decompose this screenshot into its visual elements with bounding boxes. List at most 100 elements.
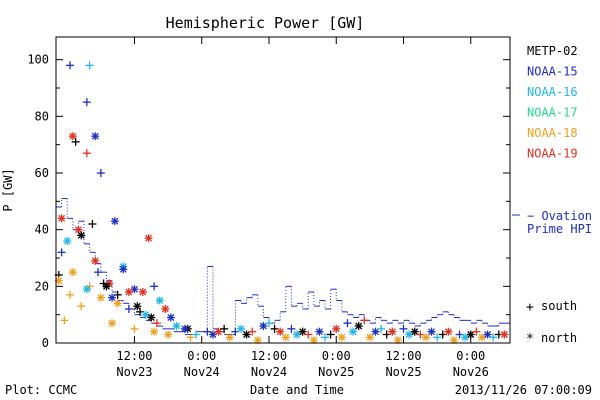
north-point-noaa-19 (388, 327, 397, 336)
marker-stroke (145, 234, 152, 242)
north-point-noaa-18 (309, 336, 318, 345)
north-point-metp-02 (410, 327, 419, 336)
marker-stroke (461, 333, 469, 341)
marker-stroke (310, 336, 318, 344)
north-point-noaa-16 (236, 324, 245, 333)
x-tick-label-time: 0:00 (456, 349, 485, 363)
south-point-metp-02 (71, 137, 80, 146)
north-point-noaa-19 (124, 288, 133, 296)
north-point-noaa-15 (427, 327, 436, 336)
marker-stroke (315, 328, 323, 336)
north-point-noaa-19 (276, 327, 285, 336)
marker-stroke (500, 331, 508, 338)
marker-stroke (167, 314, 175, 321)
south-point-noaa-19 (82, 149, 91, 158)
north-point-noaa-18 (365, 333, 374, 342)
marker-stroke (467, 331, 475, 338)
north-point-noaa-16 (63, 237, 72, 245)
marker-stroke (91, 257, 99, 265)
north-point-noaa-16 (141, 310, 150, 319)
x-axis: 12:00 Nov23 0:00 Nov24 12:00 Nov24 0:00 Nov25 12… (116, 37, 489, 379)
marker-stroke (114, 299, 122, 307)
x-tick-label-time: 0:00 (187, 349, 216, 363)
marker-legend-south-symbol: + (526, 300, 534, 315)
south-point-metp-02 (326, 330, 335, 339)
marker-legend-north-symbol: * (526, 332, 534, 347)
marker-stroke (55, 277, 63, 285)
marker-stroke (74, 226, 82, 234)
south-point-noaa-15 (96, 169, 105, 177)
north-point-noaa-18 (164, 330, 173, 339)
north-point-noaa-15 (259, 322, 268, 330)
south-point-metp-02 (88, 220, 97, 228)
south-point-metp-02 (220, 324, 229, 333)
south-point-noaa-15 (287, 324, 296, 333)
north-point-noaa-19 (91, 256, 100, 265)
marker-stroke (77, 231, 85, 239)
plot-frame (55, 36, 511, 344)
south-point-noaa-15 (66, 61, 75, 70)
x-tick-label-time: 12:00 (116, 349, 152, 363)
south-point-noaa-16 (264, 319, 273, 328)
marker-stroke (394, 336, 402, 344)
north-point-metp-02 (102, 282, 111, 291)
legend-entry-noaa-15: NOAA-15 (527, 65, 578, 79)
marker-stroke (293, 331, 301, 338)
marker-stroke (215, 328, 223, 336)
marker-stroke (372, 328, 379, 336)
north-point-noaa-15 (91, 132, 100, 141)
footer-timestamp: 2013/11/26 07:00:09 (455, 383, 592, 397)
south-point-noaa-16 (377, 324, 386, 333)
marker-stroke (349, 328, 357, 336)
north-point-noaa-16 (293, 330, 302, 339)
marker-stroke (108, 319, 116, 327)
north-point-noaa-18 (113, 299, 122, 308)
south-point-noaa-18 (60, 316, 69, 325)
x-tick-label-date: Nov25 (318, 365, 354, 379)
marker-stroke (139, 288, 147, 296)
marker-stroke (299, 328, 307, 336)
legend-entry-noaa-19: NOAA-19 (527, 147, 578, 161)
north-point-noaa-16 (82, 285, 91, 294)
south-point-noaa-19 (360, 316, 369, 325)
marker-stroke (276, 328, 284, 336)
north-point-metp-02 (466, 330, 475, 339)
north-point-noaa-16 (172, 322, 181, 330)
satellite-points (54, 61, 509, 345)
north-point-noaa-15 (110, 217, 119, 226)
marker-stroke (428, 328, 435, 336)
marker-stroke (282, 333, 290, 341)
south-point-noaa-19 (304, 330, 313, 339)
north-point-noaa-15 (166, 313, 175, 322)
south-point-noaa-16 (433, 333, 442, 342)
north-point-metp-02 (242, 330, 251, 339)
north-point-noaa-19 (444, 327, 453, 336)
marker-stroke (444, 328, 452, 336)
north-point-noaa-15 (108, 293, 117, 302)
marker-stroke (338, 333, 346, 341)
marker-stroke (209, 331, 217, 338)
marker-stroke (83, 285, 91, 293)
ovation-legend: − Ovation Prime HPI (512, 209, 592, 236)
marker-stroke (388, 328, 396, 336)
south-point-noaa-15 (343, 319, 352, 328)
marker-stroke (164, 331, 172, 338)
y-tick-label: 60 (35, 166, 49, 180)
south-point-noaa-15 (150, 282, 159, 291)
marker-stroke (243, 331, 251, 338)
y-tick-label: 80 (35, 109, 49, 123)
south-point-noaa-18 (66, 290, 75, 299)
north-point-noaa-19 (214, 327, 223, 336)
south-point-noaa-18 (186, 333, 195, 342)
marker-stroke (259, 322, 267, 330)
marker-stroke (450, 336, 458, 344)
ovation-label-line2: Prime HPI (527, 222, 592, 236)
marker-stroke (58, 214, 66, 222)
x-tick-label-date: Nov24 (251, 365, 287, 379)
north-point-noaa-19 (500, 330, 509, 339)
north-point-noaa-15 (483, 330, 492, 339)
north-point-noaa-16 (155, 296, 164, 305)
north-point-noaa-18 (225, 333, 234, 342)
north-point-noaa-18 (393, 336, 402, 345)
north-point-noaa-19 (138, 288, 147, 296)
